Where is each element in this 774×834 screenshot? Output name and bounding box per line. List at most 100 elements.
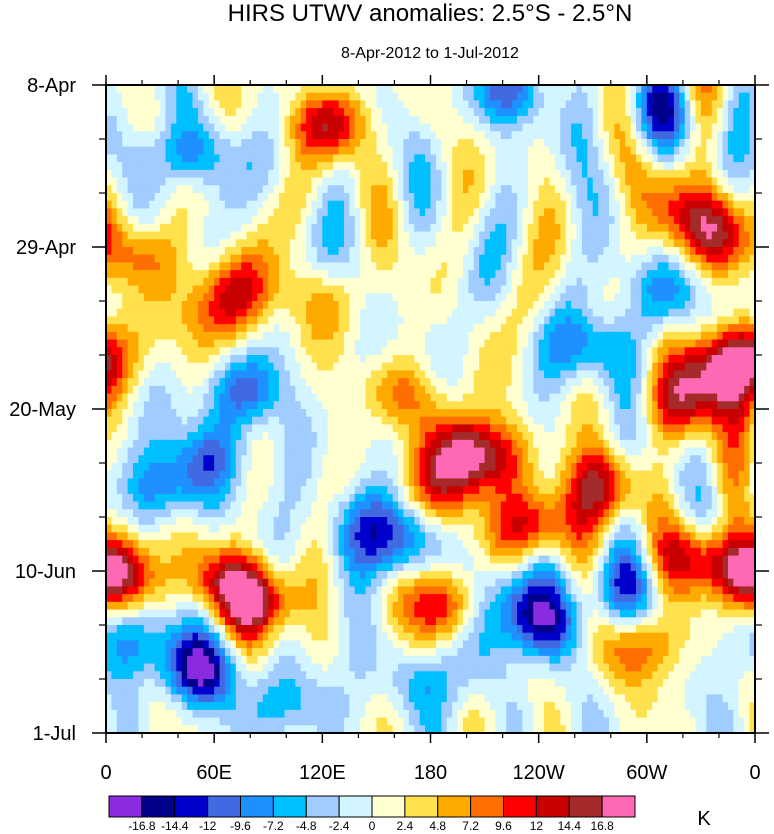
heatmap-cell: [398, 239, 405, 248]
heatmap-cell: [711, 378, 718, 387]
heatmap-cell: [468, 401, 475, 410]
heatmap-cell: [219, 123, 226, 132]
heatmap-cell: [354, 131, 361, 140]
heatmap-cell: [252, 301, 259, 310]
heatmap-cell: [289, 223, 296, 233]
heatmap-cell: [387, 331, 394, 341]
heatmap-cell: [722, 270, 729, 279]
heatmap-cell: [738, 355, 745, 364]
heatmap-cell: [495, 100, 502, 109]
heatmap-cell: [484, 370, 491, 379]
heatmap-cell: [306, 139, 313, 148]
heatmap-cell: [533, 301, 540, 310]
heatmap-cell: [300, 262, 307, 271]
heatmap-cell: [690, 162, 697, 171]
heatmap-cell: [435, 123, 442, 132]
heatmap-cell: [365, 347, 372, 356]
heatmap-cell: [452, 123, 459, 132]
heatmap-cell: [581, 115, 588, 125]
heatmap-cell: [398, 347, 405, 356]
heatmap-cell: [673, 270, 680, 279]
heatmap-cell: [160, 146, 167, 156]
heatmap-cell: [684, 193, 691, 202]
heatmap-cell: [203, 293, 210, 302]
heatmap-cell: [619, 285, 626, 294]
heatmap-cell: [706, 216, 713, 225]
heatmap-cell: [408, 301, 415, 310]
heatmap-cell: [273, 331, 280, 341]
heatmap-cell: [381, 254, 388, 264]
heatmap-cell: [333, 100, 340, 109]
heatmap-cell: [268, 316, 275, 325]
heatmap-cell: [116, 277, 123, 287]
heatmap-cell: [506, 193, 513, 202]
heatmap-cell: [549, 108, 556, 117]
heatmap-cell: [197, 108, 204, 117]
heatmap-cell: [673, 139, 680, 148]
heatmap-cell: [473, 347, 480, 356]
heatmap-cell: [749, 123, 756, 132]
heatmap-cell: [273, 92, 280, 102]
heatmap-cell: [511, 355, 518, 364]
heatmap-cell: [425, 393, 432, 402]
heatmap-cell: [230, 231, 237, 240]
heatmap-cell: [517, 231, 524, 240]
heatmap-cell: [738, 247, 745, 256]
heatmap-cell: [116, 254, 123, 264]
heatmap-cell: [641, 293, 648, 302]
heatmap-cell: [430, 123, 437, 132]
heatmap-cell: [116, 115, 123, 125]
heatmap-cell: [403, 270, 410, 279]
heatmap-cell: [165, 92, 172, 102]
heatmap-cell: [300, 200, 307, 210]
heatmap-cell: [495, 162, 502, 171]
heatmap-cell: [690, 154, 697, 163]
heatmap-cell: [619, 92, 626, 102]
heatmap-cell: [587, 185, 594, 194]
heatmap-cell: [592, 139, 599, 148]
heatmap-cell: [203, 193, 210, 202]
heatmap-cell: [527, 216, 534, 225]
heatmap-cell: [170, 193, 177, 202]
heatmap-cell: [262, 231, 269, 240]
heatmap-cell: [111, 385, 118, 395]
heatmap-cell: [284, 85, 291, 94]
heatmap-cell: [122, 146, 129, 156]
heatmap-cell: [257, 385, 264, 395]
heatmap-cell: [738, 92, 745, 102]
heatmap-cell: [354, 185, 361, 194]
heatmap-cell: [392, 324, 399, 333]
heatmap-cell: [230, 100, 237, 109]
heatmap-cell: [668, 301, 675, 310]
heatmap-cell: [603, 131, 610, 140]
heatmap-cell: [636, 200, 643, 210]
heatmap-cell: [425, 331, 432, 341]
heatmap-cell: [430, 393, 437, 402]
heatmap-cell: [143, 285, 150, 294]
heatmap-cell: [614, 339, 621, 348]
heatmap-cell: [695, 85, 702, 94]
heatmap-cell: [360, 131, 367, 140]
heatmap-cell: [403, 216, 410, 225]
heatmap-cell: [679, 270, 686, 279]
heatmap-cell: [316, 108, 323, 117]
heatmap-cell: [468, 100, 475, 109]
heatmap-cell: [452, 208, 459, 217]
heatmap-cell: [360, 108, 367, 117]
heatmap-cell: [592, 231, 599, 240]
heatmap-cell: [700, 247, 707, 256]
heatmap-cell: [517, 131, 524, 140]
heatmap-cell: [138, 169, 145, 179]
heatmap-cell: [262, 239, 269, 248]
heatmap-cell: [127, 85, 134, 94]
heatmap-cell: [733, 177, 740, 186]
heatmap-cell: [306, 239, 313, 248]
heatmap-cell: [679, 115, 686, 125]
heatmap-cell: [452, 262, 459, 271]
heatmap-cell: [560, 270, 567, 279]
heatmap-cell: [408, 223, 415, 233]
heatmap-cell: [717, 177, 724, 186]
heatmap-cell: [284, 316, 291, 325]
heatmap-cell: [111, 277, 118, 287]
heatmap-cell: [727, 393, 734, 402]
